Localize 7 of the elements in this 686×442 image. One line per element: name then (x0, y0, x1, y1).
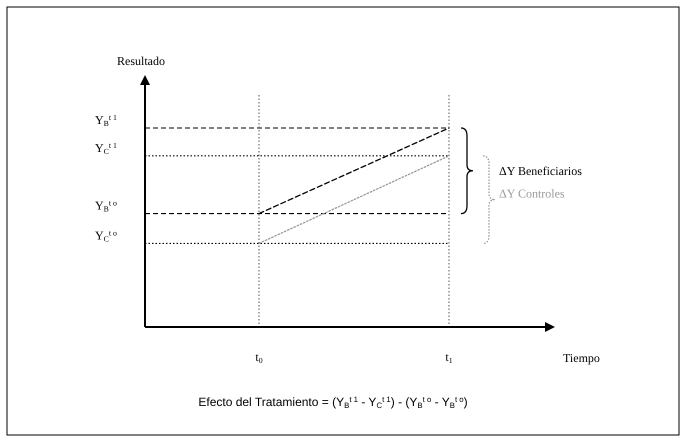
y-axis-title: Resultado (117, 54, 165, 68)
x-tick-label: t$_{1}$ (445, 350, 453, 366)
x-axis-title: Tiempo (563, 351, 600, 365)
annotation: ΔY Beneficiarios (499, 164, 582, 178)
annotation: ΔY Controles (499, 186, 565, 201)
text: Efecto del Tratamiento = (Y$_{B}$$^{t 1}$ - Y$_{C}$$^{t 1}$) - (Y$_{B}$$^{t o}$ - Y$_{B}$$^{t o}$) (198, 395, 468, 410)
x-tick-label: t$_{0}$ (255, 350, 263, 366)
